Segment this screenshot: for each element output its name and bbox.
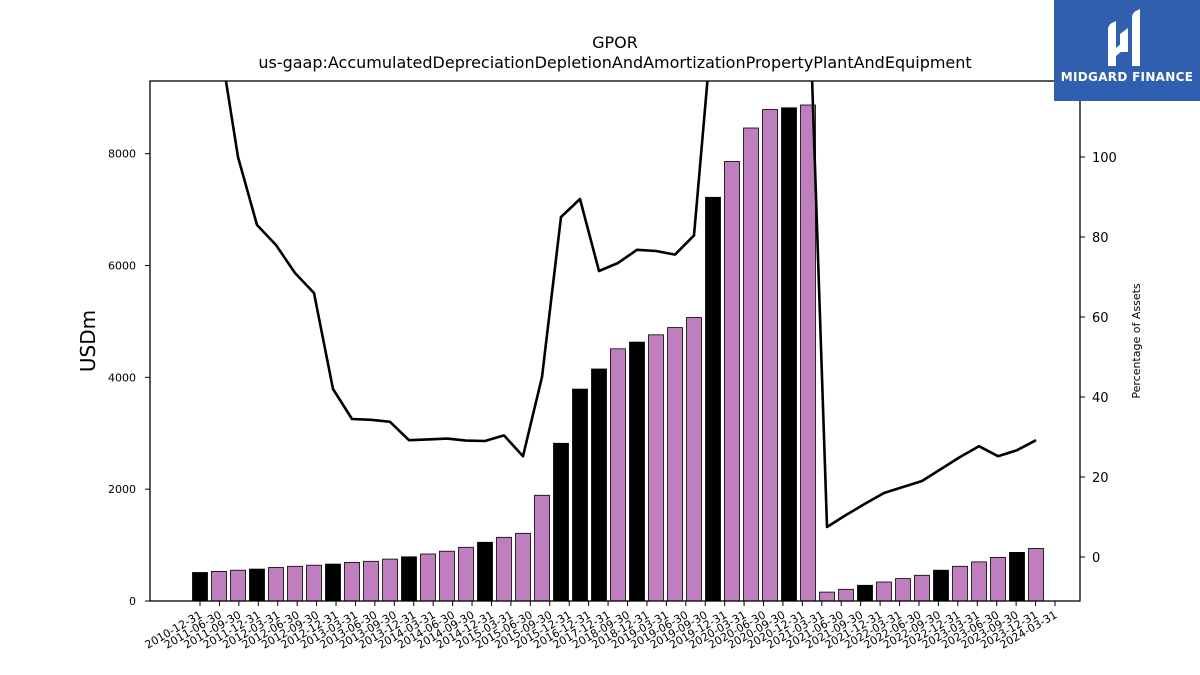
right-y-tick-label: 60 [1092, 311, 1109, 326]
bar-2021-09-30 [857, 584, 873, 602]
bar-2015-09-30 [553, 442, 569, 602]
logo-mark-icon [1108, 9, 1140, 66]
left-y-tick-label: 0 [129, 595, 136, 608]
bar-2017-12-31 [610, 348, 626, 602]
bar-2013-12-31 [420, 553, 436, 602]
bar-2013-03-31 [363, 560, 379, 602]
bar-2012-09-30 [325, 563, 341, 602]
bar-2023-09-30 [1009, 552, 1025, 602]
bar-2022-12-31 [952, 565, 968, 602]
right-y-tick-label: 0 [1092, 551, 1100, 566]
logo-text: MIDGARD FINANCE [1060, 70, 1194, 84]
y-axis-label: USDm [76, 310, 100, 372]
bar-2011-06-30 [230, 569, 246, 602]
bar-2020-03-31 [743, 127, 759, 602]
right-y-tick-label: 20 [1092, 471, 1109, 486]
bar-2018-09-30 [629, 341, 645, 602]
bar-2019-03-31 [667, 327, 683, 602]
left-y-tick-label: 6000 [108, 260, 136, 273]
bar-2014-12-31 [496, 536, 512, 602]
bar-2014-09-30 [477, 541, 493, 602]
bar-2010-12-31 [192, 572, 208, 602]
bar-2023-06-30 [990, 557, 1006, 602]
bars [192, 104, 1044, 602]
plot-frame [149, 80, 1081, 602]
bar-2015-12-31 [572, 388, 588, 602]
bar-2019-09-30 [705, 196, 721, 602]
right-y-axis: 0 20 40 60 80 100 [1080, 151, 1117, 566]
bar-2018-12-31 [648, 334, 664, 602]
right-y-tick-label: 80 [1092, 231, 1109, 246]
bar-2019-06-30 [686, 317, 702, 602]
bar-2022-06-30 [914, 574, 930, 602]
bar-2013-09-30 [401, 556, 417, 602]
bar-2023-12-31 [1028, 548, 1044, 602]
bar-2013-06-30 [382, 558, 398, 602]
bar-2019-12-31 [724, 161, 740, 602]
bar-2021-12-31 [876, 581, 892, 602]
left-y-tick-label: 2000 [108, 483, 136, 496]
bar-2012-06-30 [306, 564, 322, 602]
bar-2022-03-31 [895, 578, 911, 602]
left-y-tick-label: 4000 [108, 371, 136, 384]
secondary-y-axis-label: Percentage of Assets [1130, 283, 1143, 399]
bar-2021-03-31 [819, 591, 835, 602]
right-y-tick-label: 40 [1092, 391, 1109, 406]
right-y-tick-label: 100 [1092, 151, 1117, 166]
bar-2016-12-31 [591, 368, 607, 602]
bar-2023-03-31 [971, 561, 987, 602]
bar-2011-09-30 [249, 568, 265, 602]
bar-2022-09-30 [933, 569, 949, 602]
bar-2011-03-31 [211, 571, 227, 602]
bar-2015-03-31 [515, 532, 531, 602]
left-y-tick-label: 8000 [108, 148, 136, 161]
bar-2014-06-30 [458, 546, 474, 602]
bar-2014-03-31 [439, 550, 455, 602]
midgard-finance-logo: MIDGARD FINANCE [1054, 0, 1200, 101]
chart-subtitle: us-gaap:AccumulatedDepreciationDepletion… [258, 53, 971, 72]
bar-2015-06-30 [534, 494, 550, 602]
bar-2020-09-30 [781, 107, 797, 602]
left-y-axis: 0 2000 4000 6000 8000 [108, 148, 150, 608]
line-layer [224, 81, 1037, 529]
bar-2012-03-31 [287, 565, 303, 602]
bar-2020-06-30 [762, 109, 778, 602]
x-axis: 2010-12-312011-06-302011-09-302011-12-31… [143, 601, 1060, 652]
bar-2011-12-31 [268, 567, 284, 602]
bar-2012-12-31 [344, 562, 360, 602]
chart-title: GPOR [592, 33, 638, 52]
percentage-of-assets-line [224, 81, 1037, 529]
bar-2021-06-30 [838, 588, 854, 602]
bar-2020-12-31 [800, 104, 816, 602]
